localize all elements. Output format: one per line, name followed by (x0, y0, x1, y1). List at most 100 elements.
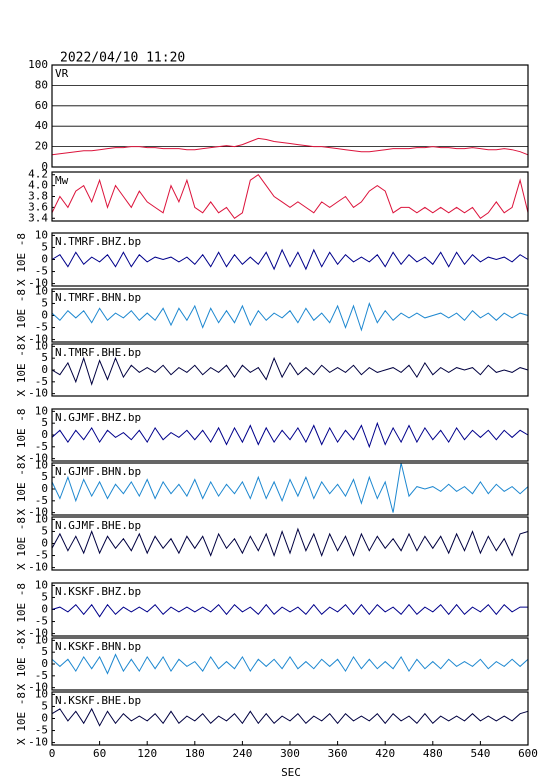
y-tick-label: -10 (28, 387, 48, 400)
y-axis-label: X 10E -8 (15, 344, 28, 397)
trace (51, 462, 529, 513)
y-tick-label: 10 (35, 512, 48, 525)
y-axis-label: X 10E -8 (15, 463, 28, 516)
y-tick-label: 10 (35, 404, 48, 417)
trace (51, 248, 529, 271)
y-tick-label: 3.6 (28, 200, 48, 213)
y-tick-label: 5 (41, 524, 48, 537)
panel-frame (51, 64, 529, 168)
y-tick-label: 10 (35, 339, 48, 352)
y-axis-label: X 10E -8 (15, 638, 28, 691)
x-tick-label: 120 (137, 747, 157, 760)
y-tick-label: -10 (28, 333, 48, 346)
y-tick-label: 0 (41, 712, 48, 725)
y-tick-label: -10 (28, 452, 48, 465)
y-tick-label: 0 (41, 428, 48, 441)
y-tick-label: 100 (28, 58, 48, 71)
panel-label: N.GJMF.BHZ.bp (55, 411, 141, 424)
y-tick-label: 10 (35, 578, 48, 591)
y-tick-label: 10 (35, 458, 48, 471)
y-axis-label: X 10E -8 (15, 583, 28, 636)
panel-label: N.KSKF.BHN.bp (55, 640, 141, 653)
panel-label: N.GJMF.BHE.bp (55, 519, 141, 532)
y-tick-label: 10 (35, 228, 48, 241)
y-tick-label: 5 (41, 699, 48, 712)
trace (51, 174, 529, 219)
x-tick-label: 60 (93, 747, 106, 760)
panel-label: N.TMRF.BHN.bp (55, 291, 141, 304)
panel-label: N.KSKF.BHZ.bp (55, 585, 141, 598)
y-tick-label: 4.2 (28, 168, 48, 181)
panel-label: Mw (55, 174, 69, 187)
y-tick-label: -5 (35, 549, 48, 562)
y-tick-label: 0 (41, 657, 48, 670)
y-tick-label: 0 (41, 309, 48, 322)
y-tick-label: -5 (35, 494, 48, 507)
x-tick-label: 300 (280, 747, 300, 760)
panel-frame (51, 462, 529, 516)
y-tick-label: 10 (35, 284, 48, 297)
y-tick-label: -5 (35, 265, 48, 278)
y-axis-label: X 10E -8 (15, 692, 28, 745)
panel-frame (51, 408, 529, 462)
trace (51, 527, 529, 558)
y-tick-label: 10 (35, 633, 48, 646)
y-tick-label: 5 (41, 351, 48, 364)
y-tick-label: -10 (28, 681, 48, 694)
y-tick-label: -10 (28, 277, 48, 290)
x-tick-label: 420 (375, 747, 395, 760)
x-axis-label: SEC (281, 766, 301, 779)
y-tick-label: -10 (28, 561, 48, 574)
y-tick-label: 10 (35, 687, 48, 700)
y-axis-label: X 10E -8 (15, 289, 28, 342)
y-tick-label: 40 (35, 119, 48, 132)
y-tick-label: -5 (35, 440, 48, 453)
y-tick-label: 0 (41, 537, 48, 550)
panel-frame (51, 343, 529, 397)
panel-label: N.KSKF.BHE.bp (55, 694, 141, 707)
x-tick-label: 600 (518, 747, 538, 760)
y-tick-label: 0 (41, 603, 48, 616)
panel-label: N.TMRF.BHZ.bp (55, 235, 141, 248)
y-tick-label: 5 (41, 590, 48, 603)
y-tick-label: -5 (35, 375, 48, 388)
panel-label: N.TMRF.BHE.bp (55, 346, 141, 359)
panel-frame (51, 637, 529, 691)
y-tick-label: -5 (35, 669, 48, 682)
panel-frame (51, 516, 529, 571)
panel-frame (51, 288, 529, 343)
y-tick-label: 0 (41, 253, 48, 266)
y-tick-label: 0 (41, 363, 48, 376)
x-tick-label: 0 (49, 747, 56, 760)
y-tick-label: 3.8 (28, 190, 48, 203)
panel-label: VR (55, 67, 69, 80)
y-tick-label: -10 (28, 736, 48, 749)
y-tick-label: 3.4 (28, 211, 48, 224)
panel-frame (51, 171, 529, 222)
y-tick-label: -5 (35, 615, 48, 628)
y-tick-label: 5 (41, 296, 48, 309)
y-tick-label: 20 (35, 140, 48, 153)
y-tick-label: 5 (41, 240, 48, 253)
trace (51, 421, 529, 449)
x-tick-label: 180 (185, 747, 205, 760)
trace (51, 356, 529, 386)
y-tick-label: 5 (41, 470, 48, 483)
x-tick-label: 240 (232, 747, 252, 760)
y-tick-label: 60 (35, 99, 48, 112)
y-tick-label: -5 (35, 724, 48, 737)
panel-frame (51, 582, 529, 637)
y-tick-label: 0 (41, 160, 48, 173)
y-tick-label: -10 (28, 506, 48, 519)
trace (51, 707, 529, 727)
x-tick-label: 540 (470, 747, 490, 760)
trace (51, 653, 529, 675)
x-tick-label: 480 (423, 747, 443, 760)
chart-title: 2022/04/10 11:20 (60, 51, 185, 66)
trace (51, 137, 529, 156)
y-tick-label: 5 (41, 645, 48, 658)
y-tick-label: 4.0 (28, 179, 48, 192)
panel-label: N.GJMF.BHN.bp (55, 465, 141, 478)
